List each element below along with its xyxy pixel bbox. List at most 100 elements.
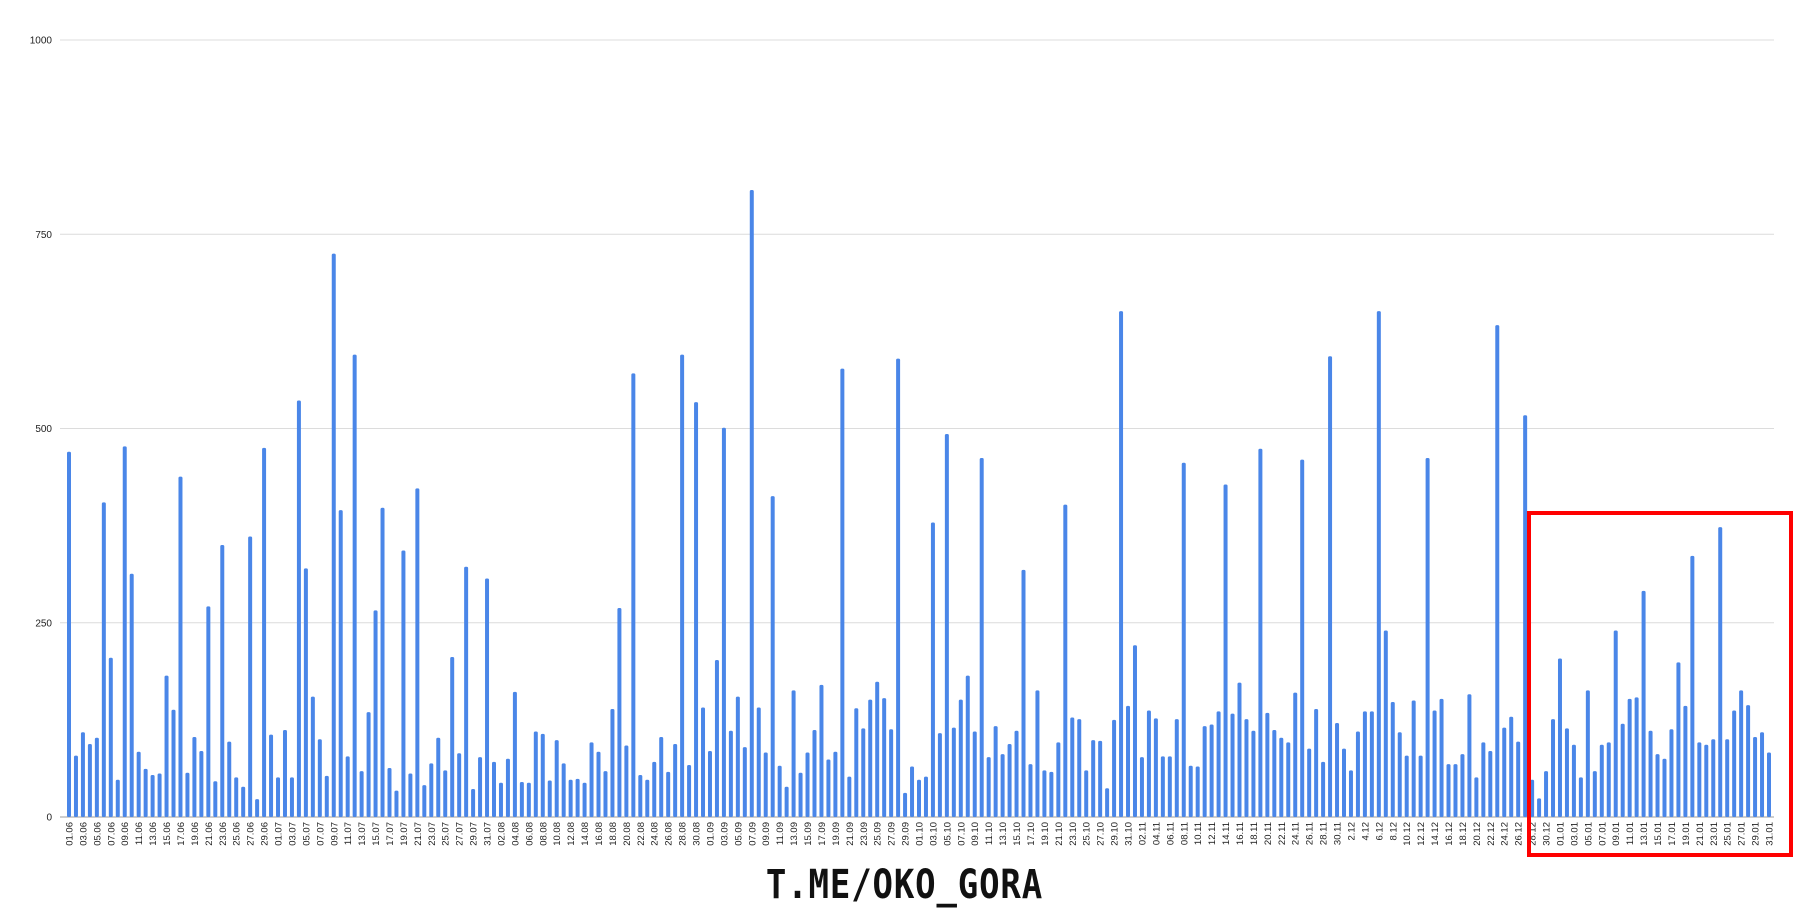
bar xyxy=(1446,764,1451,817)
x-tick-label: 26.08 xyxy=(664,822,675,846)
x-tick-label: 28.11 xyxy=(1319,822,1330,845)
x-tick-label: 07.10 xyxy=(956,822,967,846)
x-tick-label: 16.12 xyxy=(1444,822,1455,846)
x-tick-label: 05.06 xyxy=(92,822,103,846)
x-tick-label: 21.01 xyxy=(1695,822,1706,846)
x-tick-label: 22.12 xyxy=(1486,822,1497,846)
x-tick-label: 20.12 xyxy=(1472,822,1483,846)
bar xyxy=(1139,757,1144,817)
y-tick-label: 0 xyxy=(46,813,52,824)
x-tick-label: 04.11 xyxy=(1151,822,1162,845)
x-tick-label: 17.01 xyxy=(1667,822,1678,846)
x-tick-label: 20.08 xyxy=(622,822,633,846)
x-tick-label: 07.07 xyxy=(315,822,326,846)
x-tick-label: 19.07 xyxy=(399,822,410,846)
bar xyxy=(1530,779,1535,817)
x-tick-label: 31.01 xyxy=(1765,822,1776,846)
x-tick-label: 10.11 xyxy=(1193,822,1204,845)
bar xyxy=(255,799,260,817)
bar xyxy=(798,772,803,817)
bar xyxy=(861,728,866,817)
bar xyxy=(1265,712,1270,817)
bar xyxy=(171,709,176,817)
bar xyxy=(317,739,322,817)
bar xyxy=(67,451,71,817)
x-tick-label: 13.09 xyxy=(789,822,800,846)
bar xyxy=(1342,748,1346,817)
bar xyxy=(276,777,281,817)
bar xyxy=(1704,744,1709,817)
bar xyxy=(429,763,434,817)
bar xyxy=(1369,711,1374,817)
bar xyxy=(345,756,350,817)
x-tick-label: 18.12 xyxy=(1458,822,1469,846)
x-tick-label: 01.07 xyxy=(274,822,285,846)
x-tick-label: 20.11 xyxy=(1263,822,1274,845)
bar xyxy=(944,433,949,817)
bar xyxy=(1348,770,1353,817)
bar xyxy=(1105,788,1110,817)
x-tick-label: 09.10 xyxy=(970,822,981,846)
bar xyxy=(436,737,441,817)
x-tick-label: 01.10 xyxy=(915,822,926,846)
bar xyxy=(840,368,845,817)
bar xyxy=(115,779,120,817)
x-tick-label: 23.01 xyxy=(1709,822,1720,846)
bar xyxy=(108,657,113,817)
x-tick-label: 19.01 xyxy=(1681,822,1692,846)
bar xyxy=(157,773,162,817)
x-tick-label: 15.01 xyxy=(1653,822,1664,846)
bar xyxy=(1627,698,1632,817)
bar xyxy=(478,757,483,817)
bar xyxy=(366,712,371,817)
x-tick-label: 30.12 xyxy=(1542,822,1553,846)
bar xyxy=(324,775,329,817)
bar xyxy=(1014,730,1019,817)
bar xyxy=(596,751,601,817)
bar xyxy=(603,771,608,817)
bar xyxy=(512,691,517,817)
x-tick-label: 02.11 xyxy=(1137,822,1148,845)
bar xyxy=(359,771,364,817)
bar xyxy=(1725,739,1730,817)
bar xyxy=(986,757,991,817)
bar xyxy=(896,358,901,817)
x-tick-label: 19.10 xyxy=(1040,822,1051,846)
bar xyxy=(554,740,559,817)
bar xyxy=(1544,771,1549,817)
x-tick-label: 05.10 xyxy=(942,822,953,846)
bar xyxy=(1160,756,1165,817)
bar xyxy=(958,699,963,817)
bar xyxy=(303,568,308,817)
x-tick-label: 27.06 xyxy=(246,822,257,846)
bar xyxy=(1272,729,1277,817)
bar xyxy=(401,550,406,817)
bar xyxy=(1467,694,1472,817)
x-tick-label: 16.08 xyxy=(594,822,605,846)
x-tick-label: 06.11 xyxy=(1165,822,1176,845)
bar xyxy=(673,743,678,817)
highlight-box xyxy=(1527,511,1793,857)
bar xyxy=(380,507,385,817)
bar xyxy=(282,729,287,817)
x-tick-label: 11.01 xyxy=(1625,822,1636,845)
bar xyxy=(1216,711,1221,817)
bar xyxy=(192,736,197,817)
x-tick-label: 05.01 xyxy=(1583,822,1594,846)
y-tick-label: 1000 xyxy=(30,36,53,47)
bar xyxy=(1683,705,1688,817)
bar xyxy=(1460,754,1465,817)
x-tick-label: 24.12 xyxy=(1500,822,1511,846)
bar xyxy=(87,743,92,817)
x-tick-label: 09.09 xyxy=(761,822,772,846)
bar xyxy=(721,427,726,817)
x-tick-label: 14.11 xyxy=(1221,822,1232,845)
bar xyxy=(1516,741,1521,817)
x-tick-label: 26.11 xyxy=(1305,822,1316,845)
bar xyxy=(714,660,719,817)
bar xyxy=(1648,730,1653,817)
bar xyxy=(498,782,503,817)
bar xyxy=(812,729,817,817)
bar xyxy=(73,755,78,817)
bar xyxy=(847,776,852,817)
